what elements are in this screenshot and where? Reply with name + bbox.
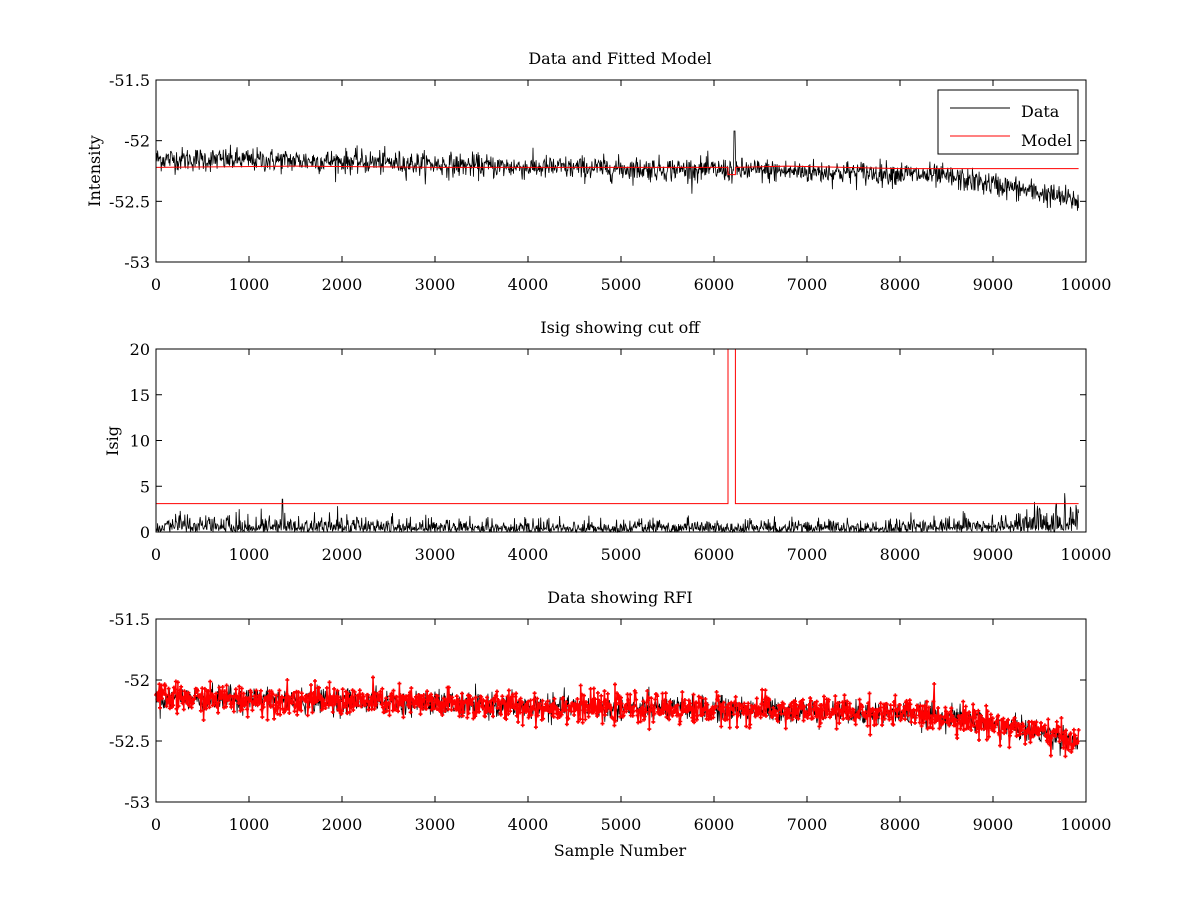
legend-model-label: Model (1021, 131, 1072, 150)
x-tick-label: 4000 (508, 275, 549, 294)
y-tick-label: -53 (124, 253, 150, 272)
x-tick-label: 8000 (880, 815, 921, 834)
y-tick-label: -51.5 (109, 71, 150, 90)
x-tick-label: 8000 (880, 275, 921, 294)
x-tick-label: 10000 (1061, 545, 1112, 564)
x-tick-label: 6000 (694, 545, 735, 564)
panel-2-ylabel: Isig (103, 426, 122, 456)
panel-1-series (155, 130, 1079, 211)
x-tick-label: 6000 (694, 815, 735, 834)
panel-data-and-fitted-model: Data and Fitted Model Intensity 0 1000 200… (85, 49, 1111, 294)
y-tick-label: 15 (130, 386, 150, 405)
y-tick-label: -53 (124, 793, 150, 812)
x-tick-label: 10000 (1061, 275, 1112, 294)
x-tick-label: 2000 (322, 275, 363, 294)
panel-2-title: Isig showing cut off (540, 318, 701, 337)
x-tick-label: 2000 (322, 545, 363, 564)
x-tick-label: 5000 (601, 545, 642, 564)
y-tick-label: -51.5 (109, 610, 150, 629)
x-tick-label: 1000 (229, 815, 270, 834)
series-isig-line (155, 493, 1079, 534)
x-tick-label: 10000 (1061, 815, 1112, 834)
x-tick-label: 0 (151, 815, 161, 834)
x-tick-label: 3000 (415, 815, 456, 834)
x-tick-label: 9000 (973, 545, 1014, 564)
x-tick-label: 3000 (415, 545, 456, 564)
panel-data-showing-rfi: Data showing RFI 0 1000 2000 3000 4000 5000 60… (109, 588, 1111, 860)
legend-box (937, 89, 1079, 155)
series-data-line (155, 130, 1079, 211)
y-tick-label: -52 (124, 671, 150, 690)
x-tick-label: 7000 (787, 545, 828, 564)
x-tick-label: 4000 (508, 545, 549, 564)
x-tick-label: 9000 (973, 275, 1014, 294)
panel-3-series (154, 675, 1081, 759)
y-tick-label: 5 (140, 477, 150, 496)
x-tick-label: 0 (151, 545, 161, 564)
y-tick-label: 10 (130, 432, 150, 451)
panel-3-xlabel: Sample Number (554, 841, 687, 860)
panel-1-ticks: 0 1000 2000 3000 4000 5000 6000 7000 8000 9000 100… (109, 71, 1111, 294)
panel-3-ticks: 0 1000 2000 3000 4000 5000 6000 7000 8000 9000 100… (109, 610, 1111, 834)
series-rfi (154, 675, 1081, 759)
y-tick-label: -52 (124, 132, 150, 151)
panel-1-legend: Data Model (937, 89, 1079, 155)
x-tick-label: 9000 (973, 815, 1014, 834)
x-tick-label: 7000 (787, 815, 828, 834)
panel-isig-showing-cut-off: Isig showing cut off Isig 0 1000 2000 3000 4… (103, 318, 1111, 564)
x-tick-label: 4000 (508, 815, 549, 834)
x-tick-label: 8000 (880, 545, 921, 564)
x-tick-label: 6000 (694, 275, 735, 294)
panel-1-ylabel: Intensity (85, 135, 104, 207)
y-tick-label: 20 (130, 340, 150, 359)
y-tick-label: 0 (140, 523, 150, 542)
x-tick-label: 0 (151, 275, 161, 294)
x-tick-label: 5000 (601, 275, 642, 294)
x-tick-label: 3000 (415, 275, 456, 294)
panel-1-title: Data and Fitted Model (528, 49, 711, 68)
panel-3-title: Data showing RFI (547, 588, 692, 607)
x-tick-label: 1000 (229, 275, 270, 294)
x-tick-label: 5000 (601, 815, 642, 834)
x-tick-label: 1000 (229, 545, 270, 564)
x-tick-label: 7000 (787, 275, 828, 294)
x-tick-label: 2000 (322, 815, 363, 834)
series-model-line (155, 165, 1079, 176)
legend-data-label: Data (1021, 102, 1060, 121)
y-tick-label: -52.5 (109, 192, 150, 211)
panel-2-ticks: 0 1000 2000 3000 4000 5000 6000 7000 8000 9000 100… (130, 340, 1112, 564)
y-tick-label: -52.5 (109, 732, 150, 751)
